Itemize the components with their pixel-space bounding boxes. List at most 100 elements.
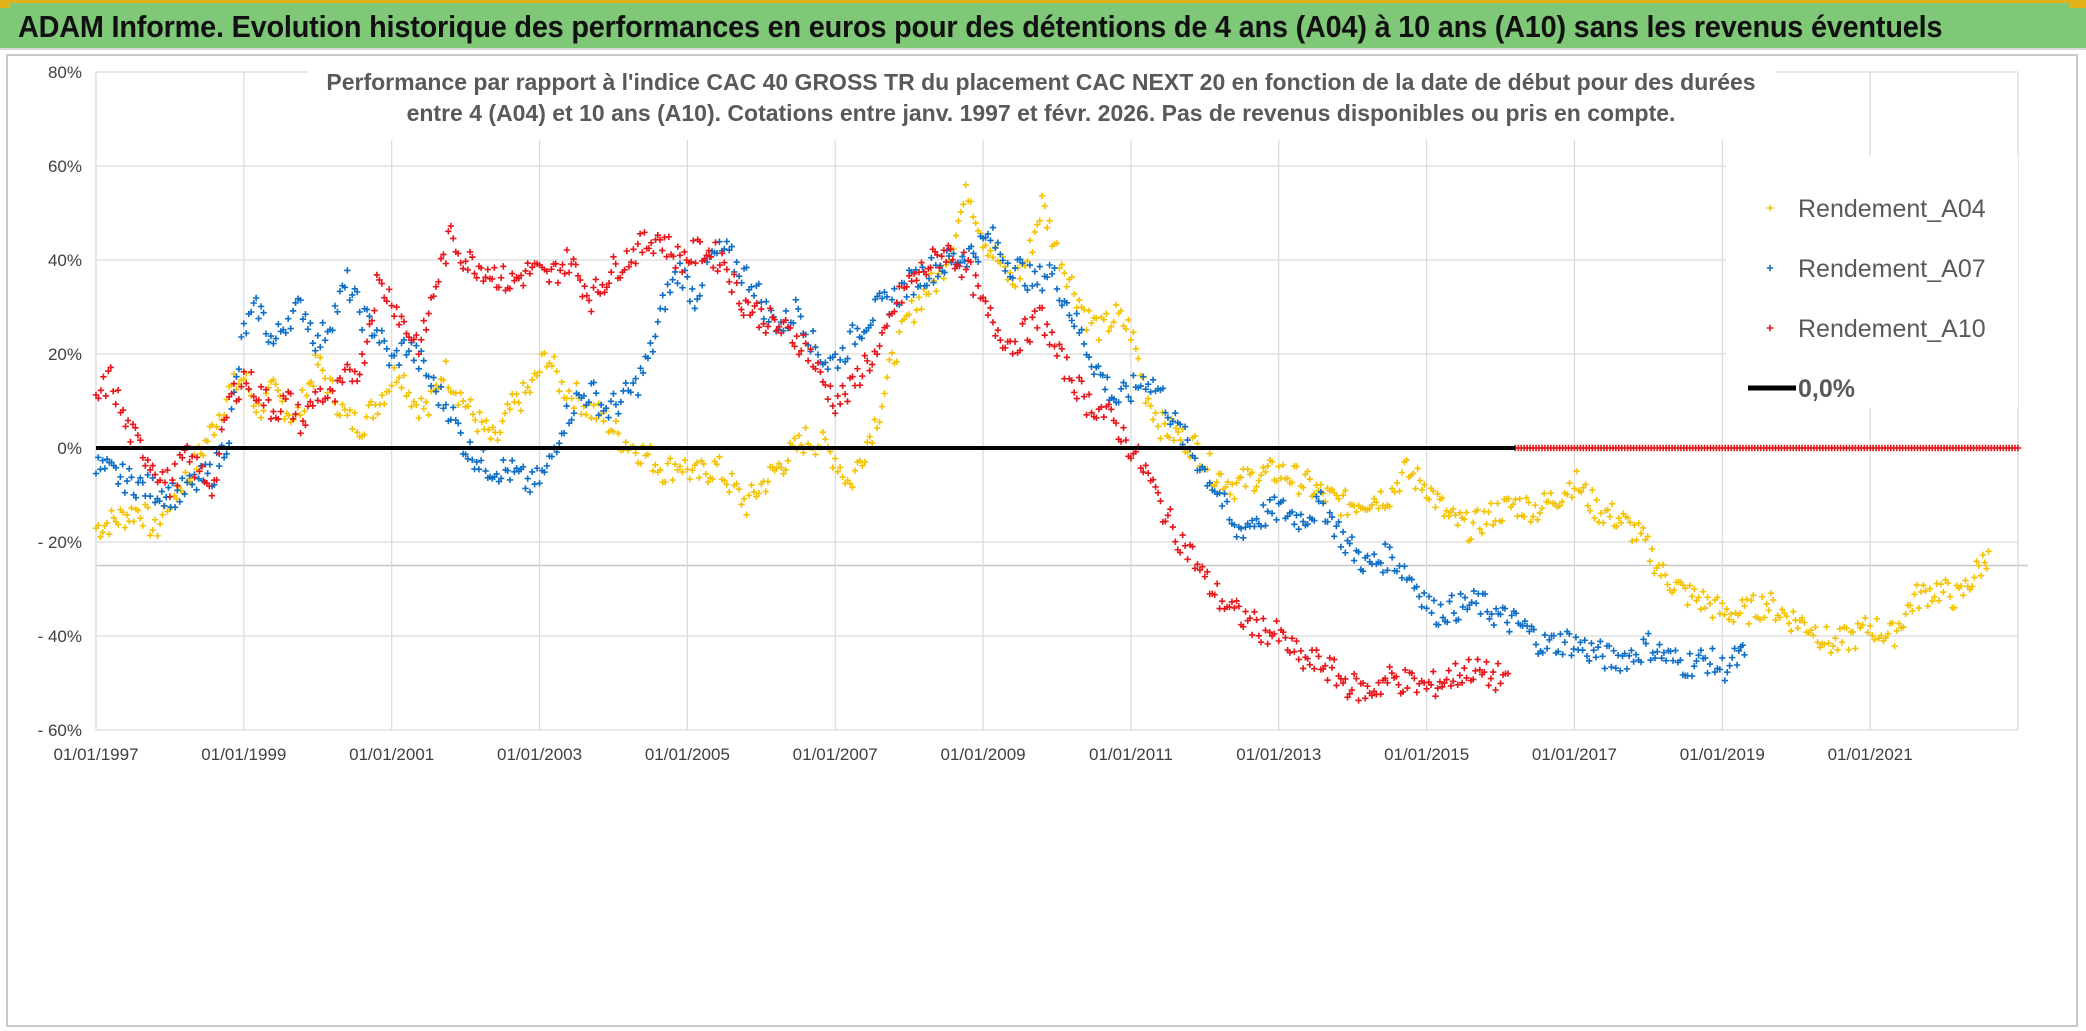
- x-tick-label: 01/01/2021: [1828, 745, 1913, 764]
- data-point: [1169, 523, 1177, 531]
- data-point: [238, 333, 245, 341]
- data-point: [657, 466, 664, 474]
- data-point: [1162, 518, 1169, 525]
- data-point: [522, 485, 529, 492]
- data-point: [622, 438, 629, 446]
- data-point: [1311, 665, 1318, 672]
- data-point: [102, 392, 110, 400]
- data-point: [1625, 652, 1633, 660]
- data-point: [1709, 645, 1716, 652]
- data-point: [336, 288, 344, 295]
- data-point: [1382, 540, 1389, 548]
- data-point: [1669, 657, 1677, 664]
- data-point: [1297, 511, 1305, 518]
- data-point: [1891, 642, 1898, 650]
- data-point: [543, 267, 551, 275]
- data-point: [967, 198, 974, 205]
- data-point: [1677, 656, 1684, 664]
- data-point: [1101, 386, 1109, 393]
- data-point: [666, 455, 674, 462]
- data-point: [913, 306, 920, 314]
- data-point: [876, 290, 883, 297]
- data-point: [869, 317, 877, 324]
- data-point: [1547, 490, 1555, 497]
- x-tick-label: 01/01/2003: [497, 745, 582, 764]
- data-point: [1056, 341, 1063, 348]
- data-point: [381, 400, 388, 408]
- data-point: [714, 267, 721, 275]
- data-point: [182, 469, 189, 476]
- data-point: [1864, 629, 1871, 636]
- data-point: [165, 484, 172, 491]
- data-point: [669, 276, 676, 283]
- data-point: [814, 359, 822, 367]
- data-point: [910, 270, 918, 278]
- data-point: [149, 474, 156, 482]
- data-point: [307, 378, 315, 386]
- data-point: [95, 395, 102, 402]
- data-point: [1640, 524, 1647, 532]
- data-point: [400, 336, 408, 344]
- data-point: [159, 468, 166, 476]
- data-point: [1583, 652, 1591, 660]
- data-point: [961, 257, 968, 265]
- data-point: [1147, 402, 1154, 410]
- data-point: [1869, 632, 1876, 639]
- data-point: [289, 307, 297, 315]
- data-point: [1398, 574, 1406, 582]
- data-point: [1610, 647, 1617, 654]
- data-point: [649, 467, 657, 475]
- data-point: [1313, 646, 1320, 654]
- data-point: [413, 331, 420, 339]
- data-point: [1248, 469, 1256, 476]
- data-point: [1011, 338, 1019, 345]
- data-point: [1066, 312, 1073, 319]
- data-point: [692, 259, 699, 267]
- data-point: [716, 261, 724, 269]
- data-point: [1489, 668, 1497, 676]
- data-point: [1078, 378, 1085, 385]
- data-point: [956, 262, 963, 270]
- data-point: [612, 418, 620, 425]
- data-point: [1297, 647, 1305, 655]
- data-point: [1561, 639, 1569, 646]
- data-point: [1043, 321, 1051, 328]
- data-point: [1073, 395, 1080, 402]
- data-point: [1110, 318, 1117, 326]
- data-point: [791, 435, 798, 442]
- data-point: [1474, 506, 1481, 514]
- data-point: [99, 457, 106, 464]
- data-point: [1251, 608, 1258, 616]
- data-point: [1053, 240, 1061, 247]
- data-point: [1667, 648, 1674, 655]
- data-point: [368, 317, 376, 324]
- data-point: [1262, 468, 1269, 476]
- data-point: [791, 343, 798, 350]
- data-point: [992, 244, 999, 252]
- legend-marker: [1766, 204, 1774, 212]
- data-point: [181, 490, 188, 498]
- data-point: [1410, 470, 1417, 477]
- data-point: [1541, 631, 1549, 639]
- data-point: [1339, 679, 1347, 687]
- data-point: [228, 405, 235, 413]
- data-point: [395, 374, 403, 381]
- data-point: [353, 288, 361, 296]
- data-point: [726, 278, 733, 286]
- data-point: [1435, 621, 1442, 629]
- data-point: [580, 392, 588, 400]
- data-point: [585, 297, 593, 304]
- data-point: [255, 396, 262, 404]
- data-point: [1080, 340, 1088, 348]
- data-point: [1626, 519, 1634, 526]
- data-point: [376, 339, 383, 346]
- data-point: [1711, 668, 1719, 676]
- data-point: [1253, 616, 1260, 624]
- data-point: [430, 292, 437, 300]
- data-point: [252, 294, 260, 302]
- data-point: [403, 393, 410, 400]
- data-point: [1093, 315, 1100, 322]
- data-point: [1026, 237, 1034, 244]
- data-point: [1664, 581, 1671, 588]
- data-point: [204, 470, 211, 477]
